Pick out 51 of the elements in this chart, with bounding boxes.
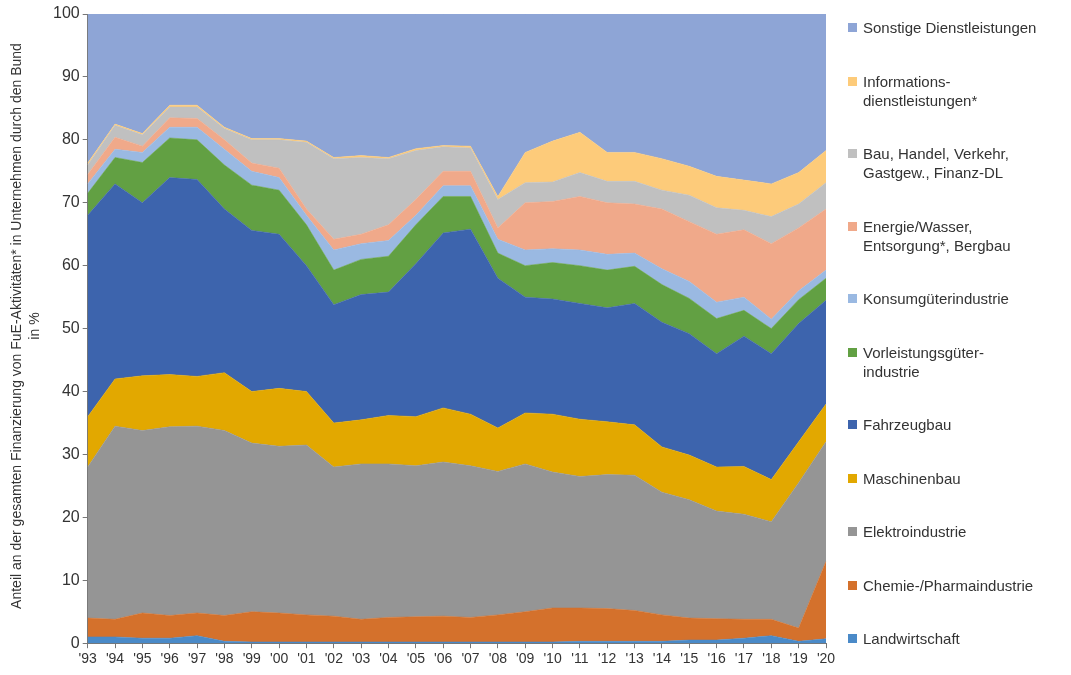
- y-tick-label: 90: [61, 67, 80, 85]
- legend-label: Chemie-/Pharmaindustrie: [863, 575, 1034, 595]
- x-tick-label: '05: [406, 650, 426, 667]
- legend-label: Energie/Wasser, Entsorgung*, Bergbau: [863, 216, 1012, 255]
- x-tick-label: '08: [488, 650, 508, 667]
- x-tick-label: '97: [187, 650, 207, 667]
- x-tick-label: '01: [297, 650, 316, 667]
- x-tick-label: '98: [215, 650, 234, 667]
- x-tick-label: '12: [598, 650, 617, 667]
- x-tick-label: '02: [324, 650, 344, 667]
- x-tick-label: '06: [434, 650, 453, 667]
- x-tick-label: '09: [516, 650, 535, 667]
- y-tick-label: 30: [61, 444, 80, 462]
- x-tick-label: '07: [461, 650, 480, 667]
- legend-label: Fahrzeugbau: [863, 415, 952, 434]
- y-tick-label: 50: [61, 319, 80, 337]
- legend-label: Maschinenbau: [863, 468, 961, 488]
- x-tick-label: '03: [352, 650, 371, 667]
- legend-label: Informations-dienstleistungen*: [863, 71, 979, 110]
- y-tick-label: 40: [61, 381, 80, 399]
- y-tick-label: 10: [61, 570, 80, 588]
- x-tick-label: '16: [707, 650, 726, 667]
- x-tick-label: '96: [160, 650, 180, 667]
- legend-label: Elektroindustrie: [863, 522, 967, 541]
- x-tick-label: '18: [762, 650, 781, 667]
- x-tick-label: '20: [816, 650, 836, 667]
- y-tick-label: 0: [70, 633, 80, 651]
- x-tick-label: '15: [680, 650, 699, 667]
- x-tick-label: '99: [242, 650, 262, 667]
- x-tick-label: '13: [625, 650, 644, 667]
- y-tick-label: 20: [61, 507, 80, 525]
- y-tick-label: 100: [52, 4, 80, 22]
- legend-label: Sonstige Dienstleistungen: [863, 18, 1037, 37]
- x-tick-label: '11: [571, 650, 589, 667]
- y-tick-label: 70: [61, 193, 80, 211]
- legend-label: Konsumgüterindustrie: [863, 289, 1009, 308]
- x-tick-label: '93: [78, 650, 98, 667]
- x-tick-label: '17: [734, 650, 754, 667]
- x-tick-label: '94: [105, 650, 125, 667]
- y-axis-title: Anteil an der gesamten Finanzierung von FuE-Aktivitäten* in Unternehmen durch den Bund in %: [7, 42, 43, 611]
- y-tick-label: 60: [61, 256, 80, 274]
- x-tick-label: '19: [789, 650, 808, 667]
- legend-label: Bau, Handel, Verkehr, Gastgew., Finanz-DL: [863, 144, 1010, 182]
- legend-label: Vorleistungsgüter-industrie: [863, 342, 985, 381]
- x-tick-label: '95: [133, 650, 152, 667]
- legend-label: Landwirtschaft: [863, 629, 960, 648]
- x-tick-label: '10: [543, 650, 562, 667]
- x-tick-label: '04: [379, 650, 398, 667]
- x-tick-label: '14: [652, 650, 672, 667]
- y-tick-label: 80: [61, 130, 80, 148]
- x-tick-label: '00: [269, 650, 289, 667]
